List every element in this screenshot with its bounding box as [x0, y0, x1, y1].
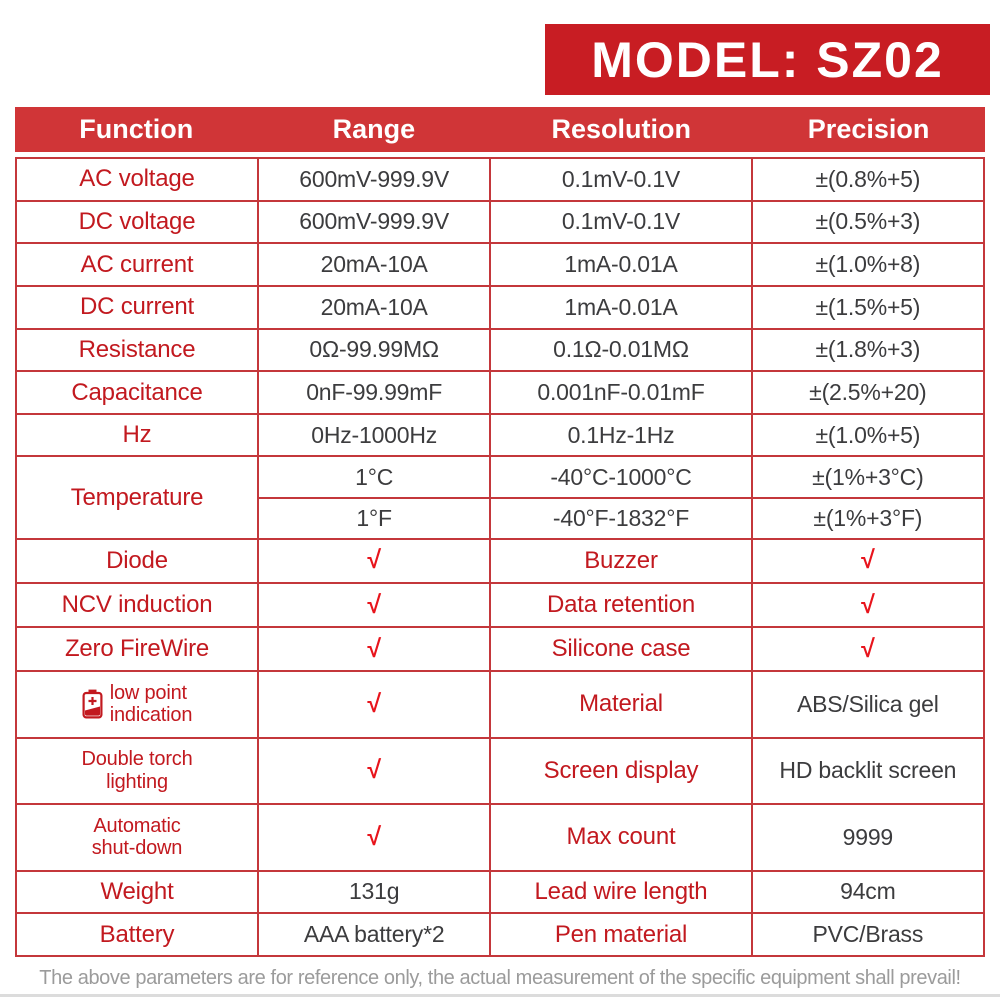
cell-resolution: -40°F-1832°F — [489, 496, 753, 540]
checkmark: √ — [256, 803, 492, 872]
cell-resolution: 0.1mV-0.1V — [489, 157, 753, 202]
table-row: AC current 20mA-10A 1mA-0.01A ±(1.0%+8) — [15, 242, 986, 287]
cell-range: 600mV-999.9V — [256, 157, 492, 202]
cell-function: Resistance — [15, 327, 259, 373]
table-row: Weight 131g Lead wire length 94cm — [15, 869, 986, 915]
cell-value: 9999 — [750, 803, 986, 872]
cell-label: Data retention — [489, 581, 753, 629]
header-resolution: Resolution — [551, 114, 691, 144]
cell-value: PVC/Brass — [750, 912, 986, 957]
cell-range: 131g — [256, 869, 492, 915]
header-range: Range — [332, 114, 416, 144]
battery-low-icon — [82, 689, 103, 719]
cell-range: 0Hz-1000Hz — [256, 412, 492, 458]
cell-function: Zero FireWire — [15, 626, 259, 673]
table-row: Zero FireWire √ Silicone case √ — [15, 626, 986, 673]
spec-table: AC voltage 600mV-999.9V 0.1mV-0.1V ±(0.8… — [15, 157, 986, 957]
cell-function: AC current — [15, 242, 259, 287]
cell-function: DC voltage — [15, 199, 259, 245]
cell-resolution: -40°C-1000°C — [489, 455, 753, 499]
cell-label: Lead wire length — [489, 869, 753, 915]
bottom-edge-line — [0, 994, 1000, 997]
cell-label: Buzzer — [489, 537, 753, 584]
model-banner: MODEL: SZ02 — [545, 24, 990, 95]
cell-range: 0nF-99.99mF — [256, 370, 492, 415]
cell-range: 1°C — [256, 455, 492, 499]
checkmark: √ — [256, 736, 492, 806]
table-row: Resistance 0Ω-99.99MΩ 0.1Ω-0.01MΩ ±(1.8%… — [15, 327, 986, 373]
checkmark: √ — [256, 626, 492, 673]
cell-precision: ±(1.5%+5) — [750, 284, 986, 330]
cell-precision: ±(1.8%+3) — [750, 327, 986, 373]
cell-value: 94cm — [750, 869, 986, 915]
cell-resolution: 0.001nF-0.01mF — [489, 370, 753, 415]
cell-label: Screen display — [489, 736, 753, 806]
cell-function: AC voltage — [15, 157, 259, 202]
cell-function: Temperature — [15, 455, 259, 540]
cell-label: Material — [489, 670, 753, 739]
cell-precision: ±(1.0%+5) — [750, 412, 986, 458]
cell-range: 600mV-999.9V — [256, 199, 492, 245]
cell-label: Max count — [489, 803, 753, 872]
cell-precision: ±(1.0%+8) — [750, 242, 986, 287]
cell-range: AAA battery*2 — [256, 912, 492, 957]
cell-function: Weight — [15, 869, 259, 915]
cell-function: DC current — [15, 284, 259, 330]
table-row: DC voltage 600mV-999.9V 0.1mV-0.1V ±(0.5… — [15, 199, 986, 245]
cell-function: NCV induction — [15, 581, 259, 629]
cell-label: Silicone case — [489, 626, 753, 673]
cell-function: low point indication — [15, 670, 259, 739]
table-row: Automatic shut-down √ Max count 9999 — [15, 803, 986, 872]
cell-function-label: low point indication — [109, 681, 193, 727]
model-label: MODEL: SZ02 — [591, 31, 944, 88]
checkmark: √ — [256, 670, 492, 739]
disclaimer-text: The above parameters are for reference o… — [39, 967, 961, 989]
cell-function: Diode — [15, 537, 259, 584]
table-row: DC current 20mA-10A 1mA-0.01A ±(1.5%+5) — [15, 284, 986, 330]
cell-value: ABS/Silica gel — [750, 670, 986, 739]
checkmark: √ — [750, 581, 986, 629]
cell-function: Capacitance — [15, 370, 259, 415]
table-row: Hz 0Hz-1000Hz 0.1Hz-1Hz ±(1.0%+5) — [15, 412, 986, 458]
table-row: Battery AAA battery*2 Pen material PVC/B… — [15, 912, 986, 957]
checkmark: √ — [750, 626, 986, 673]
cell-range: 0Ω-99.99MΩ — [256, 327, 492, 373]
table-row-temperature: Temperature 1°C -40°C-1000°C ±(1%+3°C) — [15, 455, 986, 540]
cell-precision: ±(2.5%+20) — [750, 370, 986, 415]
table-row: AC voltage 600mV-999.9V 0.1mV-0.1V ±(0.8… — [15, 157, 986, 202]
table-row: NCV induction √ Data retention √ — [15, 581, 986, 629]
cell-precision: ±(1%+3°F) — [750, 496, 986, 540]
cell-resolution: 0.1mV-0.1V — [489, 199, 753, 245]
cell-range: 1°F — [256, 496, 492, 540]
table-header: Function Range Resolution Precision — [15, 107, 985, 152]
cell-range: 20mA-10A — [256, 284, 492, 330]
checkmark: √ — [256, 581, 492, 629]
table-row: Diode √ Buzzer √ — [15, 537, 986, 584]
table-row: Capacitance 0nF-99.99mF 0.001nF-0.01mF ±… — [15, 370, 986, 415]
table-row-temperature: 1°F -40°F-1832°F ±(1%+3°F) — [16, 496, 986, 540]
cell-function: Battery — [15, 912, 259, 957]
cell-function: Automatic shut-down — [15, 803, 259, 872]
cell-precision: ±(1%+3°C) — [750, 455, 986, 499]
checkmark: √ — [256, 537, 492, 584]
checkmark: √ — [750, 537, 986, 584]
header-precision: Precision — [807, 114, 930, 144]
cell-resolution: 1mA-0.01A — [489, 242, 753, 287]
cell-label: Pen material — [489, 912, 753, 957]
table-row: Double torch lighting √ Screen display H… — [15, 736, 986, 806]
cell-value: HD backlit screen — [750, 736, 986, 806]
cell-function: Hz — [15, 412, 259, 458]
cell-resolution: 0.1Ω-0.01MΩ — [489, 327, 753, 373]
cell-precision: ±(0.8%+5) — [750, 157, 986, 202]
cell-precision: ±(0.5%+3) — [750, 199, 986, 245]
cell-resolution: 1mA-0.01A — [489, 284, 753, 330]
cell-function: Double torch lighting — [15, 736, 259, 806]
cell-resolution: 0.1Hz-1Hz — [489, 412, 753, 458]
table-row: low point indication √ Material ABS/Sili… — [15, 670, 986, 739]
cell-range: 20mA-10A — [256, 242, 492, 287]
header-function: Function — [79, 114, 194, 144]
